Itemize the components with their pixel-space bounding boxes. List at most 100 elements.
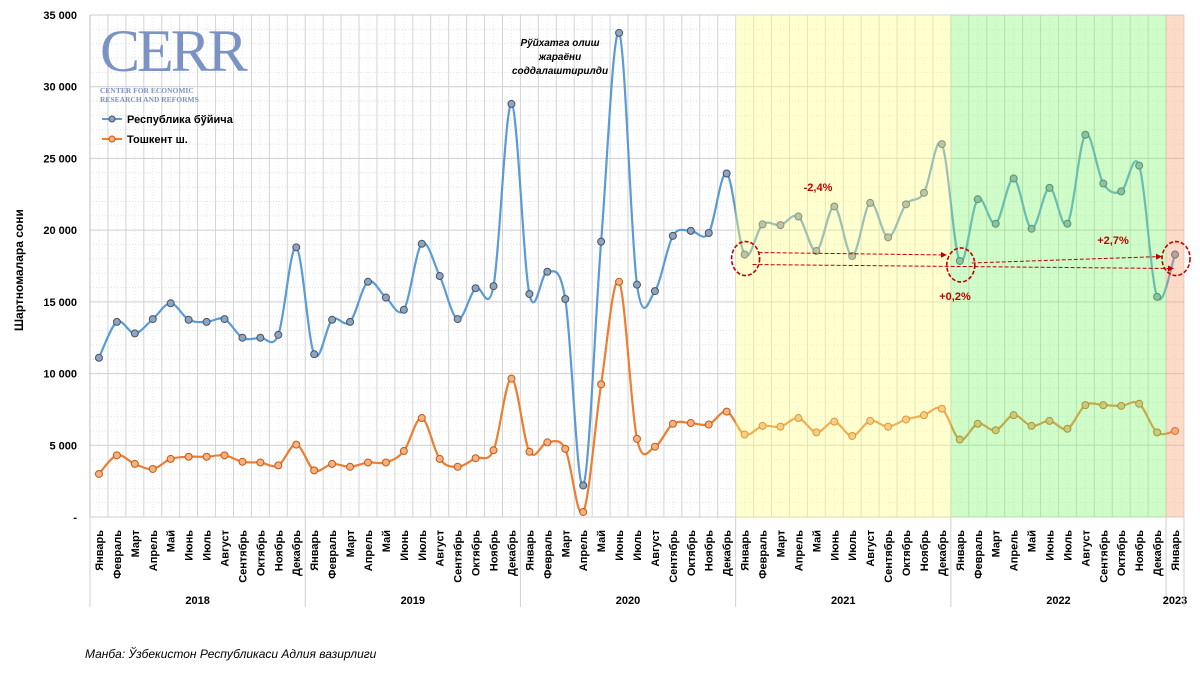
- data-point: [686, 419, 695, 428]
- data-point: [902, 200, 911, 209]
- data-point: [1027, 224, 1036, 233]
- data-point: [991, 426, 1000, 435]
- data-point: [758, 220, 767, 229]
- data-point: [1171, 426, 1180, 435]
- data-point: [776, 221, 785, 230]
- x-tick-label: Ноябрь: [489, 530, 501, 571]
- x-tick-label: Октябрь: [471, 530, 483, 576]
- data-point: [812, 428, 821, 437]
- data-point: [937, 404, 946, 413]
- data-point: [1063, 424, 1072, 433]
- logo-text: CERR: [100, 18, 248, 84]
- x-tick-label: Сентябрь: [668, 530, 680, 583]
- data-point: [1153, 428, 1162, 437]
- data-point: [363, 277, 372, 286]
- data-point: [507, 99, 516, 108]
- data-point: [1171, 250, 1180, 259]
- logo-line1: CENTER FOR ECONOMIC: [100, 86, 194, 95]
- data-point: [1045, 416, 1054, 425]
- data-point: [346, 317, 355, 326]
- data-point: [597, 380, 606, 389]
- data-point: [471, 454, 480, 463]
- x-tick-label: Апрель: [793, 530, 805, 571]
- legend-label: Тошкент ш.: [127, 134, 188, 146]
- year-label: 2021: [831, 595, 855, 607]
- x-tick-label: Август: [865, 529, 877, 566]
- x-tick-label: Март: [130, 529, 142, 557]
- data-point: [919, 188, 928, 197]
- data-point: [310, 350, 319, 359]
- data-point: [399, 447, 408, 456]
- x-tick-label: Февраль: [112, 530, 124, 579]
- data-point: [489, 282, 498, 291]
- data-point: [1117, 187, 1126, 196]
- data-point: [937, 140, 946, 149]
- data-point: [776, 422, 785, 431]
- x-tick-label: Январь: [524, 530, 536, 571]
- source-note: Манба: Ўзбекистон Республикаси Адлия ваз…: [85, 647, 377, 661]
- x-tick-label: Май: [166, 530, 178, 552]
- data-point: [148, 315, 157, 324]
- data-point: [435, 272, 444, 281]
- data-point: [973, 195, 982, 204]
- data-point: [130, 459, 139, 468]
- data-point: [650, 287, 659, 296]
- x-tick-label: Декабрь: [506, 530, 518, 576]
- data-point: [579, 481, 588, 490]
- x-tick-label: Сентябрь: [237, 530, 249, 583]
- data-point: [471, 284, 480, 293]
- highlight-circle: [730, 240, 761, 277]
- x-tick-label: Октябрь: [901, 530, 913, 576]
- data-point: [238, 457, 247, 466]
- data-point: [615, 277, 624, 286]
- x-tick-label: Июнь: [1044, 530, 1056, 561]
- x-tick-label: Октябрь: [1116, 530, 1128, 576]
- data-point: [399, 305, 408, 314]
- data-point: [919, 411, 928, 420]
- data-point: [848, 431, 857, 440]
- x-tick-label: Сентябрь: [453, 530, 465, 583]
- data-point: [489, 446, 498, 455]
- x-tick-label: Сентябрь: [883, 530, 895, 583]
- data-point: [561, 294, 570, 303]
- data-point: [668, 231, 677, 240]
- x-tick-label: Май: [381, 530, 393, 552]
- data-point: [238, 333, 247, 342]
- x-tick-label: Ноябрь: [919, 530, 931, 571]
- data-point: [704, 229, 713, 238]
- data-point: [704, 420, 713, 429]
- x-tick-label: Декабрь: [722, 530, 734, 576]
- data-point: [256, 458, 265, 467]
- data-point: [722, 169, 731, 178]
- year-label: 2020: [616, 595, 640, 607]
- data-point: [220, 315, 229, 324]
- x-tick-label: Июль: [847, 530, 859, 561]
- x-tick-label: Июнь: [184, 530, 196, 561]
- data-point: [184, 315, 193, 324]
- data-point: [740, 430, 749, 439]
- series-line: [98, 280, 1176, 515]
- x-tick-label: Декабрь: [291, 530, 303, 576]
- x-tick-label: Февраль: [973, 530, 985, 579]
- x-tick-label: Январь: [309, 530, 321, 571]
- highlight-circle: [946, 247, 976, 283]
- y-tick-label: 5 000: [49, 440, 77, 452]
- data-point: [1117, 401, 1126, 410]
- data-point: [184, 452, 193, 461]
- x-tick-label: Декабрь: [1152, 530, 1164, 576]
- x-tick-label: Август: [220, 529, 232, 566]
- data-point: [794, 414, 803, 423]
- data-point: [417, 239, 426, 248]
- y-tick-label: 30 000: [43, 82, 77, 94]
- x-tick-label: Январь: [955, 530, 967, 571]
- data-point: [112, 317, 121, 326]
- data-point: [292, 440, 301, 449]
- data-point: [597, 237, 606, 246]
- x-tick-label: Май: [596, 530, 608, 552]
- data-point: [453, 315, 462, 324]
- y-tick-label: -: [73, 512, 77, 524]
- legend-marker: [108, 115, 116, 123]
- data-point: [830, 202, 839, 211]
- data-point: [1063, 219, 1072, 228]
- y-tick-label: 35 000: [43, 10, 77, 22]
